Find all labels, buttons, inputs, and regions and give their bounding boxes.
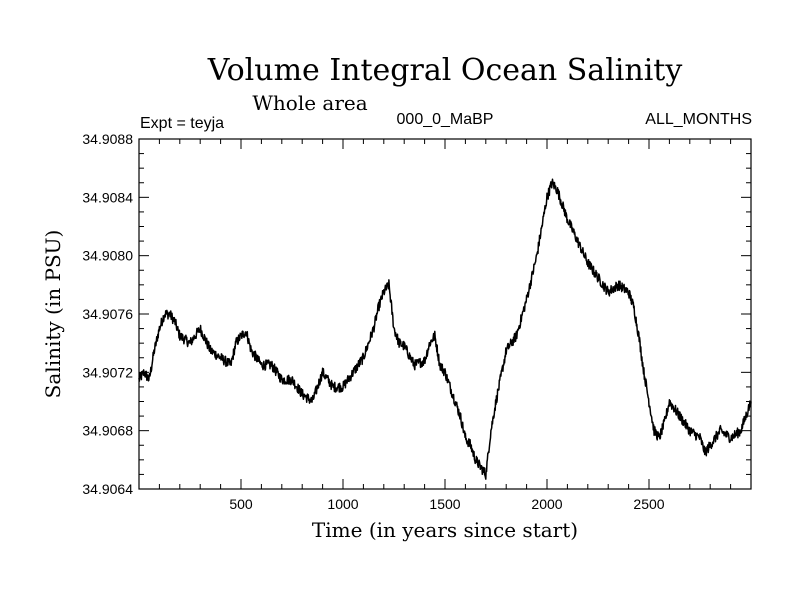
chart-subtitle: Whole area: [252, 91, 367, 115]
y-tick-label: 34.9076: [82, 306, 133, 322]
x-tick-label: 1500: [429, 496, 460, 512]
y-axis-label: Salinity (in PSU): [41, 230, 65, 399]
y-tick-label: 34.9080: [82, 248, 133, 264]
x-axis-label: Time (in years since start): [312, 518, 578, 542]
axis-ticks: [139, 139, 751, 489]
x-tick-labels: 500 1000 1500 2000 2500: [229, 496, 664, 512]
y-tick-label: 34.9084: [82, 189, 133, 205]
y-tick-label: 34.9088: [82, 131, 133, 147]
y-tick-label: 34.9068: [82, 423, 133, 439]
period-label: 000_0_MaBP: [397, 111, 494, 128]
chart-title: Volume Integral Ocean Salinity: [207, 53, 683, 88]
experiment-label: Expt = teyja: [140, 115, 224, 132]
y-tick-labels: 34.9064 34.9068 34.9072 34.9076 34.9080 34.90…: [82, 131, 133, 497]
y-tick-label: 34.9072: [82, 364, 133, 380]
y-tick-label: 34.9064: [82, 481, 133, 497]
series-line-salinity: [138, 178, 752, 480]
months-label: ALL_MONTHS: [645, 111, 752, 128]
x-tick-label: 500: [229, 496, 253, 512]
x-tick-label: 2000: [531, 496, 562, 512]
x-tick-label: 1000: [327, 496, 358, 512]
x-tick-label: 2500: [633, 496, 664, 512]
